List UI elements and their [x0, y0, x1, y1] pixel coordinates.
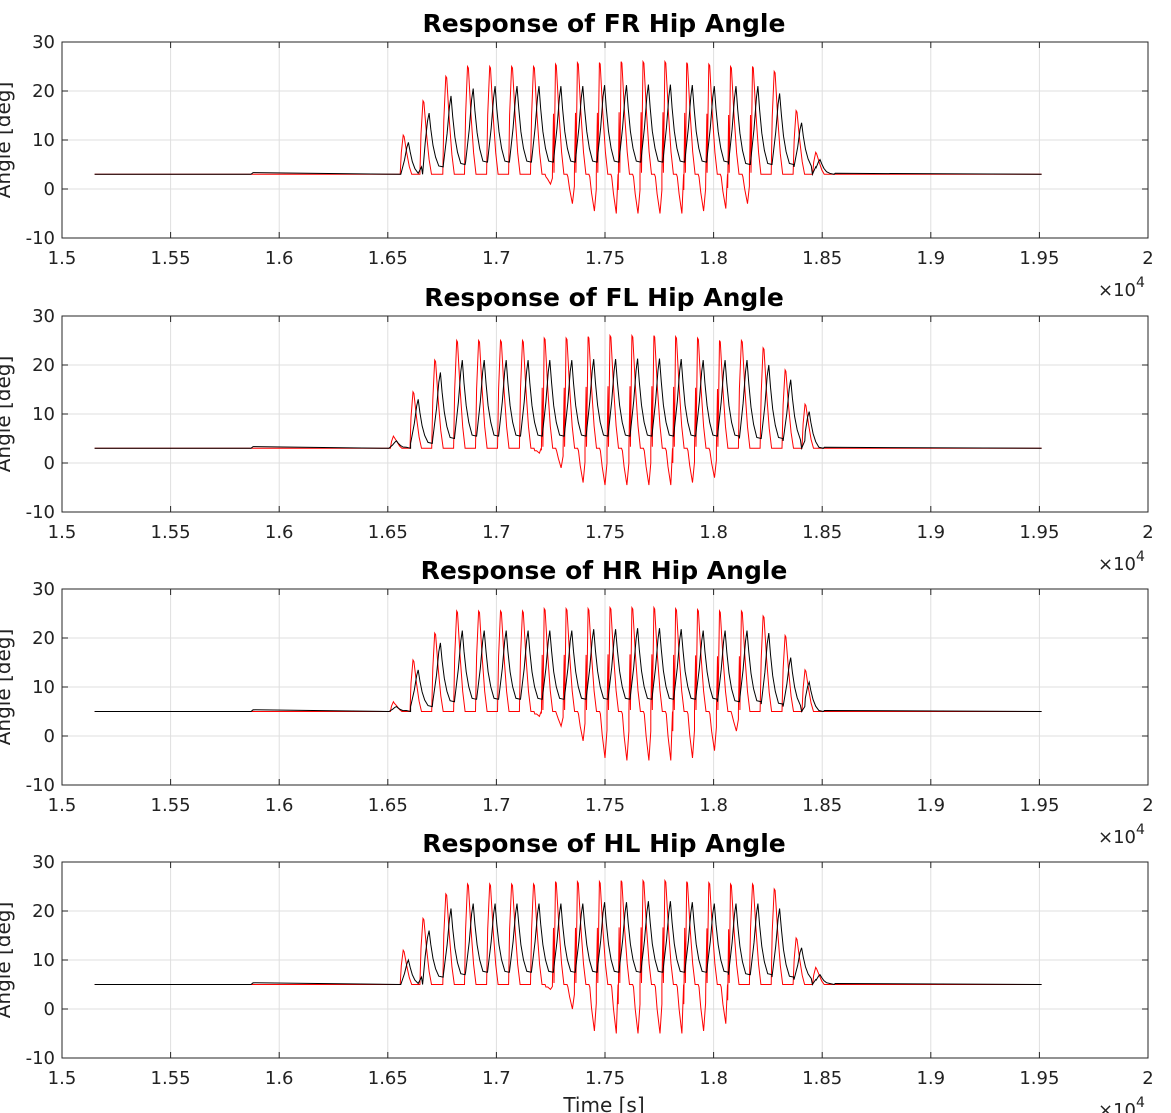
x-tick-label: 1.75	[585, 522, 625, 543]
y-tick-label: 20	[32, 355, 55, 376]
x-tick-label: 1.75	[585, 795, 625, 816]
x-tick-label: 1.8	[699, 1068, 728, 1089]
y-tick-label: 0	[44, 999, 55, 1020]
x-tick-label: 1.55	[151, 795, 191, 816]
x-tick-label: 1.55	[151, 248, 191, 269]
x-tick-label: 1.95	[1019, 1068, 1059, 1089]
subplot-2: 1.5 1.55 1.6 1.65 1.7 1.75 1.8 1.85 1.9 1.95 2 -10 0…	[0, 283, 1154, 575]
subplot-4: 1.5 1.55 1.6 1.65 1.7 1.75 1.8 1.85 1.9 1.95 2 -10 0…	[0, 829, 1154, 1113]
y-tick-label: 0	[44, 726, 55, 747]
y-tick-label: 0	[44, 453, 55, 474]
x-exponent-label: ×104	[1098, 275, 1145, 301]
x-tick-label: 1.5	[48, 522, 77, 543]
subplot-title: Response of FL Hip Angle	[424, 283, 784, 312]
x-exponent-label: ×104	[1098, 1095, 1145, 1113]
y-tick-label: -10	[26, 1048, 55, 1069]
x-tick-label: 1.85	[802, 248, 842, 269]
subplot-1: 1.5 1.55 1.6 1.65 1.7 1.75 1.8 1.85 1.9 1.95 2 -10 0…	[0, 9, 1154, 301]
y-tick-label: 30	[32, 852, 55, 873]
x-tick-label: 1.95	[1019, 522, 1059, 543]
series-line-response	[94, 901, 1042, 986]
x-tick-label: 1.9	[916, 1068, 945, 1089]
y-axis-label: Angle [deg]	[0, 356, 15, 473]
x-tick-label: 1.7	[482, 522, 511, 543]
x-tick-label: 1.7	[482, 1068, 511, 1089]
x-tick-label: 1.55	[151, 522, 191, 543]
x-tick-label: 1.85	[802, 795, 842, 816]
y-axis-label: Angle [deg]	[0, 629, 15, 746]
x-tick-label: 1.5	[48, 1068, 77, 1089]
x-tick-label: 1.6	[265, 795, 294, 816]
x-tick-label: 1.85	[802, 522, 842, 543]
y-tick-label: 30	[32, 579, 55, 600]
x-tick-label: 2	[1142, 248, 1153, 269]
x-axis-label: Time [s]	[562, 1093, 644, 1113]
y-tick-label: 20	[32, 901, 55, 922]
y-tick-label: -10	[26, 228, 55, 249]
series-line-response	[94, 628, 1042, 713]
subplot-title: Response of HL Hip Angle	[422, 829, 785, 858]
x-tick-label: 1.6	[265, 1068, 294, 1089]
y-tick-label: 10	[32, 404, 55, 425]
y-axis-label: Angle [deg]	[0, 902, 15, 1019]
x-tick-label: 1.65	[368, 248, 408, 269]
x-tick-label: 1.8	[699, 248, 728, 269]
series-line-reference	[94, 59, 1042, 214]
y-tick-label: 30	[32, 32, 55, 53]
y-tick-label: 10	[32, 677, 55, 698]
x-tick-label: 1.95	[1019, 248, 1059, 269]
x-tick-label: 1.8	[699, 522, 728, 543]
x-tick-label: 1.7	[482, 248, 511, 269]
x-tick-label: 1.5	[48, 795, 77, 816]
x-tick-label: 1.9	[916, 248, 945, 269]
subplot-3: 1.5 1.55 1.6 1.65 1.7 1.75 1.8 1.85 1.9 1.95 2 -10 0…	[0, 556, 1154, 848]
x-tick-label: 1.9	[916, 795, 945, 816]
x-tick-label: 2	[1142, 1068, 1153, 1089]
x-tick-label: 1.6	[265, 522, 294, 543]
x-tick-label: 1.9	[916, 522, 945, 543]
y-tick-label: 10	[32, 950, 55, 971]
y-tick-label: 20	[32, 81, 55, 102]
series-line-reference	[94, 333, 1042, 486]
x-exponent-label: ×104	[1098, 822, 1145, 848]
x-tick-label: 1.85	[802, 1068, 842, 1089]
y-tick-label: 10	[32, 130, 55, 151]
x-tick-label: 1.7	[482, 795, 511, 816]
x-tick-label: 1.75	[585, 248, 625, 269]
x-tick-label: 1.6	[265, 248, 294, 269]
subplot-title: Response of HR Hip Angle	[421, 556, 788, 585]
x-tick-label: 1.65	[368, 522, 408, 543]
y-tick-label: 20	[32, 628, 55, 649]
y-axis-label: Angle [deg]	[0, 82, 15, 199]
y-tick-label: -10	[26, 502, 55, 523]
x-tick-label: 1.65	[368, 1068, 408, 1089]
x-tick-label: 1.95	[1019, 795, 1059, 816]
series-line-response	[94, 84, 1042, 177]
x-exponent-label: ×104	[1098, 549, 1145, 575]
x-tick-label: 1.75	[585, 1068, 625, 1089]
x-tick-label: 2	[1142, 795, 1153, 816]
y-tick-label: 30	[32, 306, 55, 327]
y-tick-label: -10	[26, 775, 55, 796]
series-line-reference	[94, 878, 1042, 1034]
series-line-response	[94, 358, 1042, 451]
x-tick-label: 1.5	[48, 248, 77, 269]
x-tick-label: 1.55	[151, 1068, 191, 1089]
subplot-title: Response of FR Hip Angle	[423, 9, 786, 38]
x-tick-label: 1.8	[699, 795, 728, 816]
x-tick-label: 2	[1142, 522, 1153, 543]
x-tick-label: 1.65	[368, 795, 408, 816]
series-line-reference	[94, 605, 1042, 761]
y-tick-label: 0	[44, 179, 55, 200]
